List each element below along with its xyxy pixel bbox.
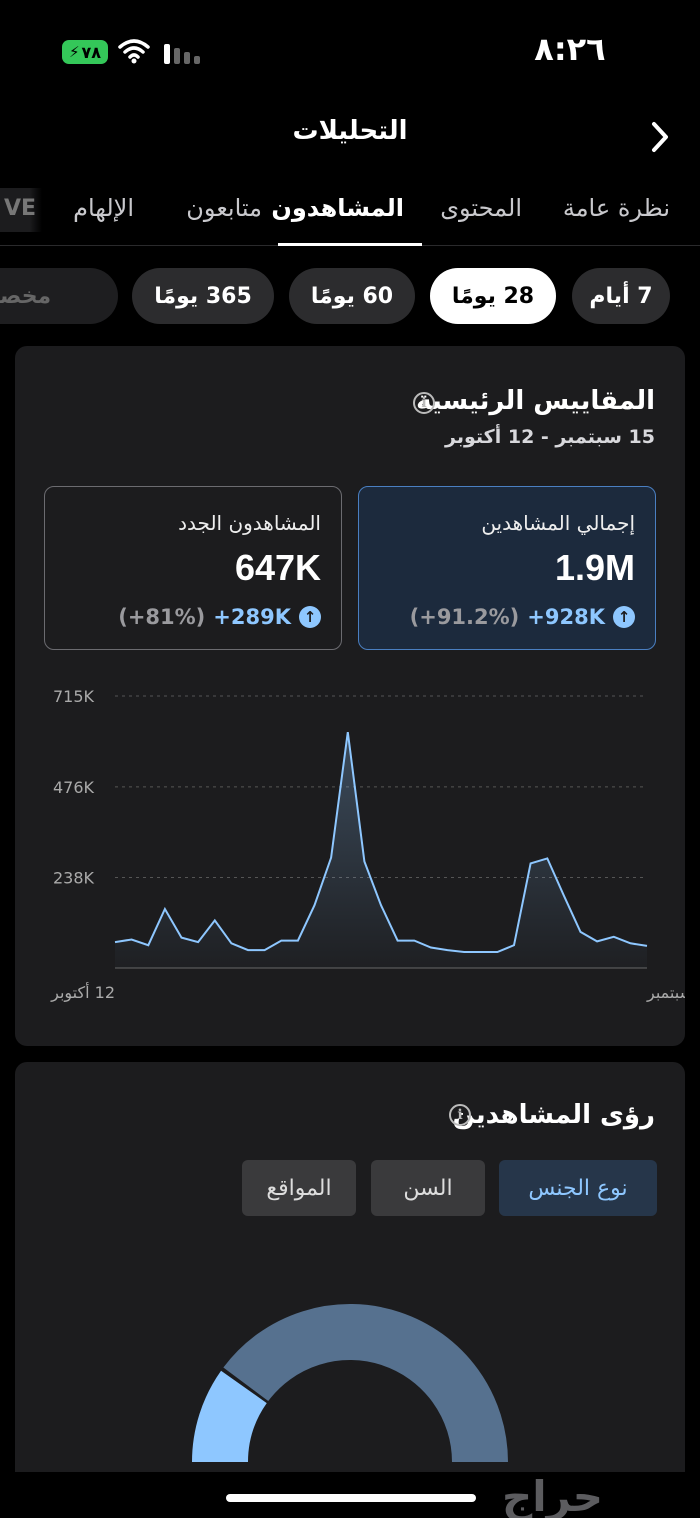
metric-label: المشاهدون الجدد	[178, 511, 321, 535]
tab-inspiration[interactable]: الإلهام	[73, 194, 134, 222]
chevron-right-icon[interactable]	[648, 120, 672, 154]
arrow-up-icon: ↑	[613, 606, 635, 628]
key-metrics-card: المقاييس الرئيسية i 15 سبتمبر - 12 أكتوب…	[15, 346, 685, 1046]
age-button[interactable]: السن	[371, 1160, 485, 1216]
status-bar: ⚡ ٧٨ ٨:٢٦	[0, 0, 700, 100]
battery-level: ٧٨	[81, 42, 102, 62]
tab-audience[interactable]: المشاهدون	[271, 194, 404, 222]
metric-value: 647K	[234, 547, 321, 588]
metric-total-viewers[interactable]: إجمالي المشاهدين 1.9M ↑ +928K (+91.2%)	[358, 486, 656, 650]
key-metrics-title: المقاييس الرئيسية	[416, 386, 655, 416]
arrow-up-icon: ↑	[299, 606, 321, 628]
tab-overview[interactable]: نظرة عامة	[562, 194, 670, 222]
metric-delta: ↑ +928K (+91.2%)	[410, 605, 635, 629]
tab-followers[interactable]: متابعون	[186, 194, 262, 222]
audience-insights-card: رؤى المشاهدين i نوع الجنس السن المواقع	[15, 1062, 685, 1472]
header: التحليلات	[0, 100, 700, 170]
info-icon[interactable]: i	[449, 1104, 471, 1126]
range-7-days[interactable]: 7 أيام	[572, 268, 670, 324]
charging-bolt-icon: ⚡	[68, 43, 80, 61]
viewers-line-chart[interactable]: 238K 476K 715K 12 أكتوبر 15 سبتمبر	[15, 666, 685, 1026]
cellular-signal-icon	[164, 44, 200, 64]
gauge-segment-male	[223, 1304, 508, 1463]
tab-live[interactable]: VE	[0, 188, 42, 232]
wifi-icon	[118, 39, 150, 64]
gender-gauge-chart[interactable]	[15, 1262, 685, 1472]
metric-value: 1.9M	[554, 547, 635, 588]
y-tick-label: 238K	[53, 868, 95, 887]
delta-percent: (+81%)	[118, 605, 206, 629]
gauge-segment-female	[192, 1370, 268, 1463]
y-tick-label: 476K	[53, 778, 95, 797]
delta-percent: (+91.2%)	[409, 605, 520, 629]
y-tick-label: 715K	[53, 687, 95, 706]
metric-new-viewers[interactable]: المشاهدون الجدد 647K ↑ +289K (+81%)	[44, 486, 342, 650]
status-time: ٨:٢٦	[534, 30, 606, 68]
tab-content[interactable]: المحتوى	[440, 194, 522, 222]
delta-value: +928K	[527, 605, 605, 629]
page-title: التحليلات	[292, 116, 408, 146]
info-icon[interactable]: i	[413, 392, 435, 414]
locations-button[interactable]: المواقع	[242, 1160, 356, 1216]
range-custom[interactable]: مخصص	[0, 268, 118, 324]
range-60-days[interactable]: 60 يومًا	[289, 268, 415, 324]
date-range-chips: 7 أيام 28 يومًا 60 يومًا 365 يومًا مخصص	[0, 268, 700, 326]
metric-label: إجمالي المشاهدين	[481, 511, 635, 535]
date-range-label: 15 سبتمبر - 12 أكتوبر	[445, 426, 655, 448]
haraj-watermark: حراج	[502, 1472, 604, 1518]
delta-value: +289K	[213, 605, 291, 629]
x-axis-label-end: 15 سبتمبر	[646, 983, 685, 1003]
range-365-days[interactable]: 365 يومًا	[132, 268, 274, 324]
gender-button[interactable]: نوع الجنس	[499, 1160, 657, 1216]
active-tab-indicator	[278, 243, 422, 246]
x-axis-label-start: 12 أكتوبر	[50, 982, 115, 1003]
audience-insights-title: رؤى المشاهدين	[452, 1100, 655, 1130]
home-indicator[interactable]	[226, 1494, 476, 1502]
metric-delta: ↑ +289K (+81%)	[118, 605, 321, 629]
range-28-days[interactable]: 28 يومًا	[430, 268, 556, 324]
chart-area	[115, 732, 647, 968]
battery-icon: ⚡ ٧٨	[62, 40, 108, 64]
analytics-tabs: نظرة عامة المحتوى المشاهدون متابعون الإل…	[0, 180, 700, 246]
chart-line	[114, 731, 648, 953]
